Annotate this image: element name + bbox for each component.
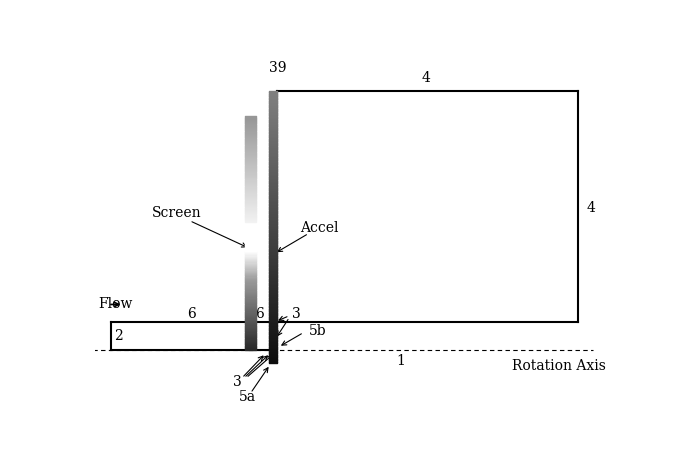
Text: Accel: Accel (300, 221, 338, 235)
Text: 39: 39 (269, 61, 286, 75)
Text: Rotation Axis: Rotation Axis (512, 359, 606, 373)
Text: 4: 4 (421, 71, 430, 85)
Text: 6: 6 (254, 307, 263, 321)
Text: 4: 4 (587, 201, 595, 215)
Text: 5b: 5b (309, 324, 327, 338)
Text: 2: 2 (114, 329, 123, 343)
Text: 1: 1 (396, 354, 405, 368)
Text: 6: 6 (188, 307, 196, 321)
Text: 3: 3 (233, 375, 242, 389)
Text: 5a: 5a (239, 390, 256, 404)
Text: 3: 3 (292, 307, 301, 321)
Text: Screen: Screen (152, 206, 202, 220)
Text: Flow: Flow (98, 298, 132, 311)
